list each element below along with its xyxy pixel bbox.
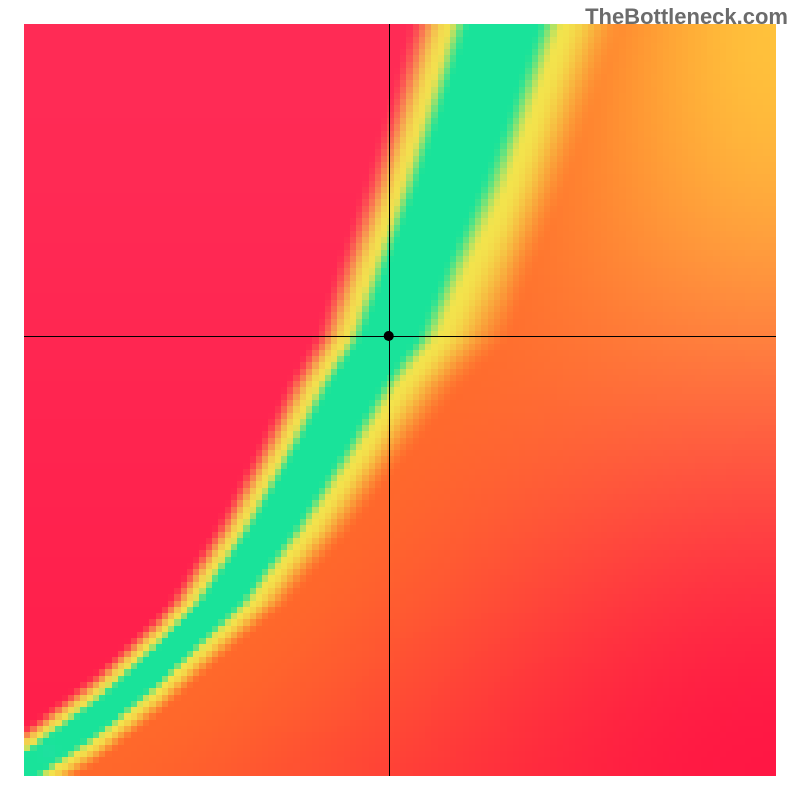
chart-container: TheBottleneck.com [0, 0, 800, 800]
heatmap-canvas [0, 0, 800, 800]
watermark-text: TheBottleneck.com [585, 4, 788, 30]
